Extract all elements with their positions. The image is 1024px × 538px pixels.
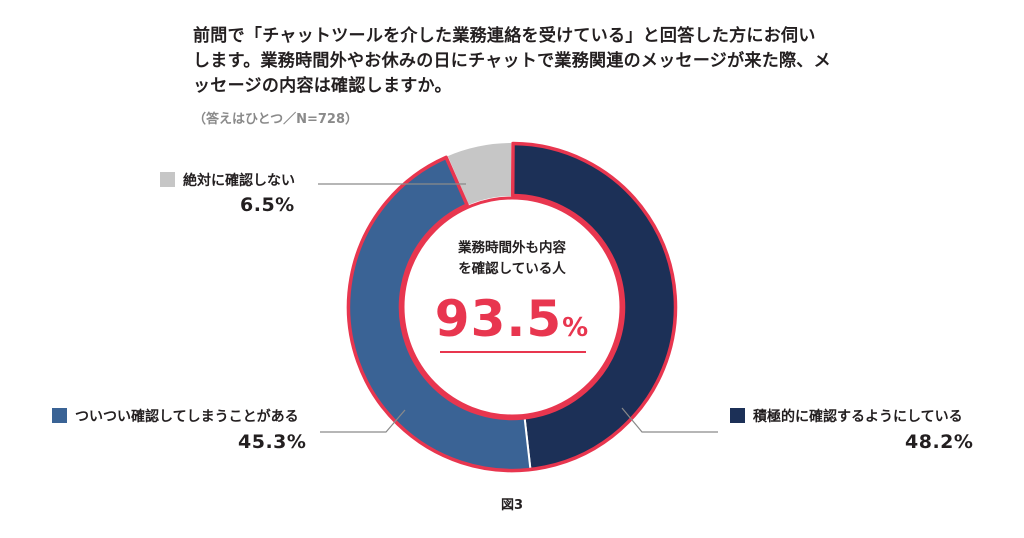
center-label-line-2: を確認している人: [458, 261, 566, 277]
question-text: 前問で「チャットツールを介した業務連絡を受けている」と回答した方にお伺い します…: [193, 24, 893, 99]
question-line-3: ッセージの内容は確認しますか。: [193, 76, 452, 96]
center-label-line-1: 業務時間外も内容: [458, 240, 566, 256]
leader-lines: [318, 183, 718, 433]
leader-sometimes: [320, 409, 406, 433]
sample-note: （答えはひとつ／N=728）: [193, 112, 358, 127]
center-underline: [440, 351, 586, 353]
legend-pct-actively: 48.2%: [905, 431, 974, 453]
question-line-1: 前問で「チャットツールを介した業務連絡を受けている」と回答した方にお伺い: [193, 26, 816, 46]
legend-pct-never: 6.5%: [240, 194, 295, 216]
legend-label-sometimes: ついつい確認してしまうことがある: [75, 409, 299, 425]
center-value: 93.5%: [400, 290, 624, 348]
leader-actively: [621, 407, 718, 433]
center-value-unit: %: [562, 313, 590, 343]
highlight-outline: [346, 141, 678, 473]
legend-label-actively: 積極的に確認するようにしている: [753, 409, 963, 425]
center-value-number: 93.5: [434, 290, 563, 348]
legend-sometimes: ついつい確認してしまうことがある: [52, 406, 299, 426]
inner-ring-outline: [401, 196, 623, 418]
figure-caption: 図3: [500, 498, 524, 513]
question-line-2: します。業務時間外やお休みの日にチャットで業務関連のメッセージが来た際、メ: [193, 51, 831, 71]
legend-swatch-sometimes: [52, 408, 67, 423]
legend-actively: 積極的に確認するようにしている: [730, 406, 963, 426]
legend-never: 絶対に確認しない: [160, 170, 295, 190]
legend-pct-sometimes: 45.3%: [238, 431, 307, 453]
legend-swatch-never: [160, 172, 175, 187]
legend-swatch-actively: [730, 408, 745, 423]
legend-label-never: 絶対に確認しない: [183, 173, 295, 189]
highlight-outline-path: [346, 141, 678, 473]
